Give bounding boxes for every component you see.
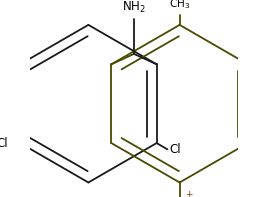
Text: +: + xyxy=(185,190,192,197)
Text: CH$_3$: CH$_3$ xyxy=(169,0,190,11)
Text: Cl: Cl xyxy=(0,137,8,150)
Text: Cl: Cl xyxy=(169,143,181,156)
Text: NH$_2$: NH$_2$ xyxy=(122,0,146,15)
